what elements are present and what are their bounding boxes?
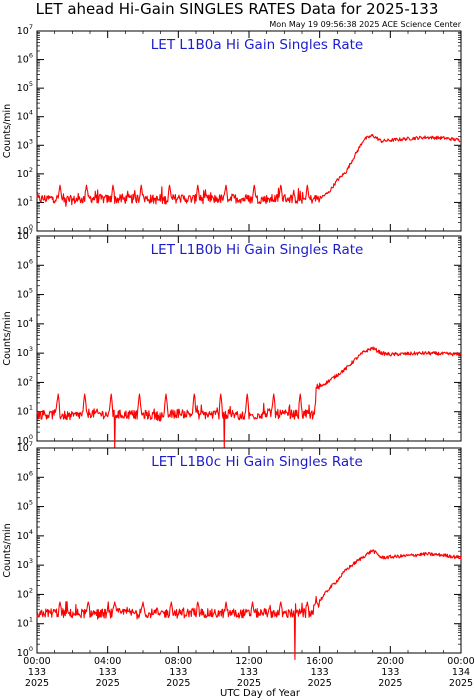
y-tick-label: 100 (17, 645, 33, 659)
x-tick-doy: 134 (452, 667, 470, 678)
y-tick-label: 104 (17, 109, 33, 123)
y-tick-label: 101 (17, 194, 33, 208)
figure-title: LET ahead Hi-Gain SINGLES RATES Data for… (36, 0, 439, 18)
x-tick-year: 2025 (308, 678, 332, 689)
y-tick-label: 102 (17, 374, 33, 388)
y-tick-label: 107 (17, 23, 33, 37)
chart-panel-1: LET L1B0a Hi Gain Singles Rate Counts/min… (2, 23, 462, 237)
series-line-1 (36, 133, 462, 207)
x-tick-year: 2025 (378, 678, 402, 689)
x-tick-time: 00:00 (23, 656, 50, 667)
x-tick-time: 16:00 (306, 656, 333, 667)
plot-frame (36, 447, 462, 654)
x-tick-time: 00:00 (447, 656, 474, 667)
x-axis: 00:00133202504:00133202508:00133202512:0… (23, 656, 474, 689)
y-tick-label: 107 (17, 228, 33, 242)
y-axis-label: Counts/min (2, 104, 13, 158)
y-tick-label: 102 (17, 166, 33, 180)
y-tick-label: 107 (17, 440, 33, 454)
series-line-1 (36, 346, 462, 449)
y-tick-label: 100 (17, 223, 33, 237)
panel-title: LET L1B0a Hi Gain Singles Rate (151, 37, 363, 53)
x-tick-doy: 133 (381, 667, 399, 678)
panel-title: LET L1B0b Hi Gain Singles Rate (151, 242, 364, 258)
x-tick-time: 08:00 (165, 656, 192, 667)
x-tick-doy: 133 (240, 667, 258, 678)
x-tick-doy: 133 (169, 667, 187, 678)
chart-panel-3: LET L1B0c Hi Gain Singles Rate Counts/min… (2, 440, 462, 661)
series-line-1 (36, 549, 462, 661)
y-axis-label: Counts/min (2, 523, 13, 577)
x-axis-label: UTC Day of Year (220, 688, 301, 699)
figure-subtitle: Mon May 19 09:56:38 2025 ACE Science Cen… (269, 20, 461, 29)
y-tick-label: 106 (17, 52, 33, 66)
y-tick-label: 104 (17, 316, 33, 330)
x-tick-year: 2025 (449, 678, 473, 689)
y-tick-label: 106 (17, 469, 33, 483)
y-tick-label: 103 (17, 345, 33, 359)
x-tick-year: 2025 (96, 678, 120, 689)
y-tick-label: 104 (17, 528, 33, 542)
y-tick-label: 103 (17, 137, 33, 151)
x-tick-time: 20:00 (377, 656, 404, 667)
y-tick-label: 101 (17, 404, 33, 418)
panel-title: LET L1B0c Hi Gain Singles Rate (151, 454, 363, 470)
y-tick-label: 101 (17, 616, 33, 630)
chart-panels: LET L1B0a Hi Gain Singles Rate Counts/min… (2, 23, 462, 661)
y-tick-label: 102 (17, 586, 33, 600)
x-tick-doy: 133 (99, 667, 117, 678)
plot-frame (36, 30, 462, 232)
chart-panel-2: LET L1B0b Hi Gain Singles Rate Counts/min… (2, 228, 462, 449)
x-tick-time: 12:00 (235, 656, 262, 667)
x-tick-doy: 133 (311, 667, 329, 678)
x-tick-year: 2025 (25, 678, 49, 689)
y-tick-label: 106 (17, 257, 33, 271)
x-tick-year: 2025 (166, 678, 190, 689)
x-tick-time: 04:00 (94, 656, 121, 667)
x-tick-doy: 133 (28, 667, 46, 678)
y-tick-label: 105 (17, 287, 33, 301)
y-tick-label: 103 (17, 557, 33, 571)
y-tick-label: 105 (17, 80, 33, 94)
y-tick-label: 105 (17, 499, 33, 513)
y-tick-label: 100 (17, 433, 33, 447)
y-axis-label: Counts/min (2, 311, 13, 365)
x-tick-year: 2025 (237, 678, 261, 689)
